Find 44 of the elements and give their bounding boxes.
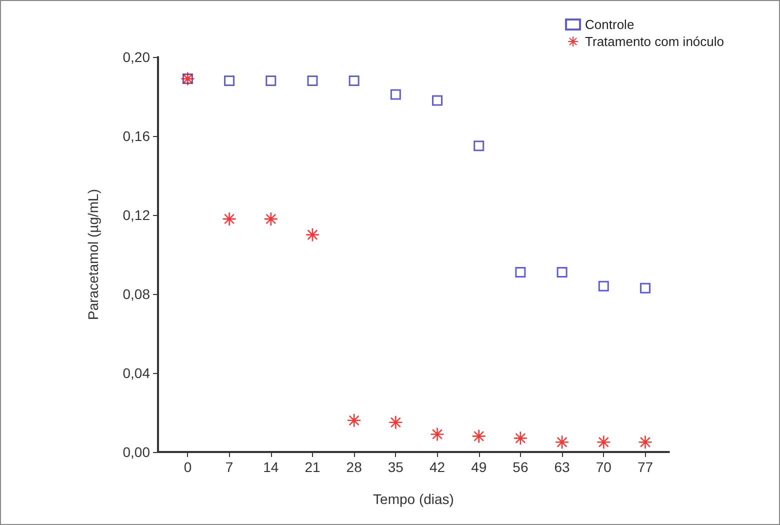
point [390, 89, 401, 100]
x-tick-label: 35 [388, 459, 404, 475]
x-tick-label: 77 [637, 459, 654, 475]
point [556, 267, 568, 278]
point [222, 212, 236, 226]
x-tick-label: 56 [512, 459, 528, 475]
y-tick-label: 0,08 [122, 286, 150, 302]
point [224, 75, 235, 86]
point [266, 75, 276, 86]
point [638, 436, 652, 449]
x-tick-label: 28 [346, 459, 362, 475]
point [556, 436, 569, 449]
point [640, 282, 650, 294]
x-tick-label: 42 [429, 459, 446, 475]
y-tick-label: 0,12 [122, 207, 150, 223]
point [430, 428, 444, 441]
point [472, 430, 486, 443]
point [597, 436, 610, 449]
point [348, 75, 360, 86]
x-tick-label: 21 [304, 459, 320, 475]
point [514, 432, 527, 445]
y-tick-label: 0,04 [122, 365, 150, 381]
point [306, 228, 319, 242]
x-tick-label: 49 [471, 459, 487, 475]
point [264, 212, 278, 226]
legend-label: Controle [585, 17, 634, 32]
x-axis-title: Tempo (dias) [373, 491, 454, 507]
legend-label: Tratamento com inóculo [585, 34, 724, 49]
x-tick-label: 63 [554, 459, 570, 475]
point [432, 95, 443, 106]
point [389, 416, 402, 429]
x-tick-label: 0 [184, 459, 192, 475]
y-tick-label: 0,16 [122, 128, 150, 144]
point [515, 267, 526, 278]
y-axis-title: Paracetamol (µg/mL) [85, 189, 101, 320]
y-tick-label: 0,00 [122, 444, 150, 460]
y-tick-label: 0,20 [122, 49, 150, 65]
point [598, 280, 609, 292]
point [474, 140, 484, 152]
x-tick-label: 14 [263, 459, 279, 475]
x-tick-label: 70 [596, 459, 612, 475]
x-tick-label: 7 [225, 459, 234, 475]
point [348, 414, 361, 427]
point [307, 75, 318, 86]
